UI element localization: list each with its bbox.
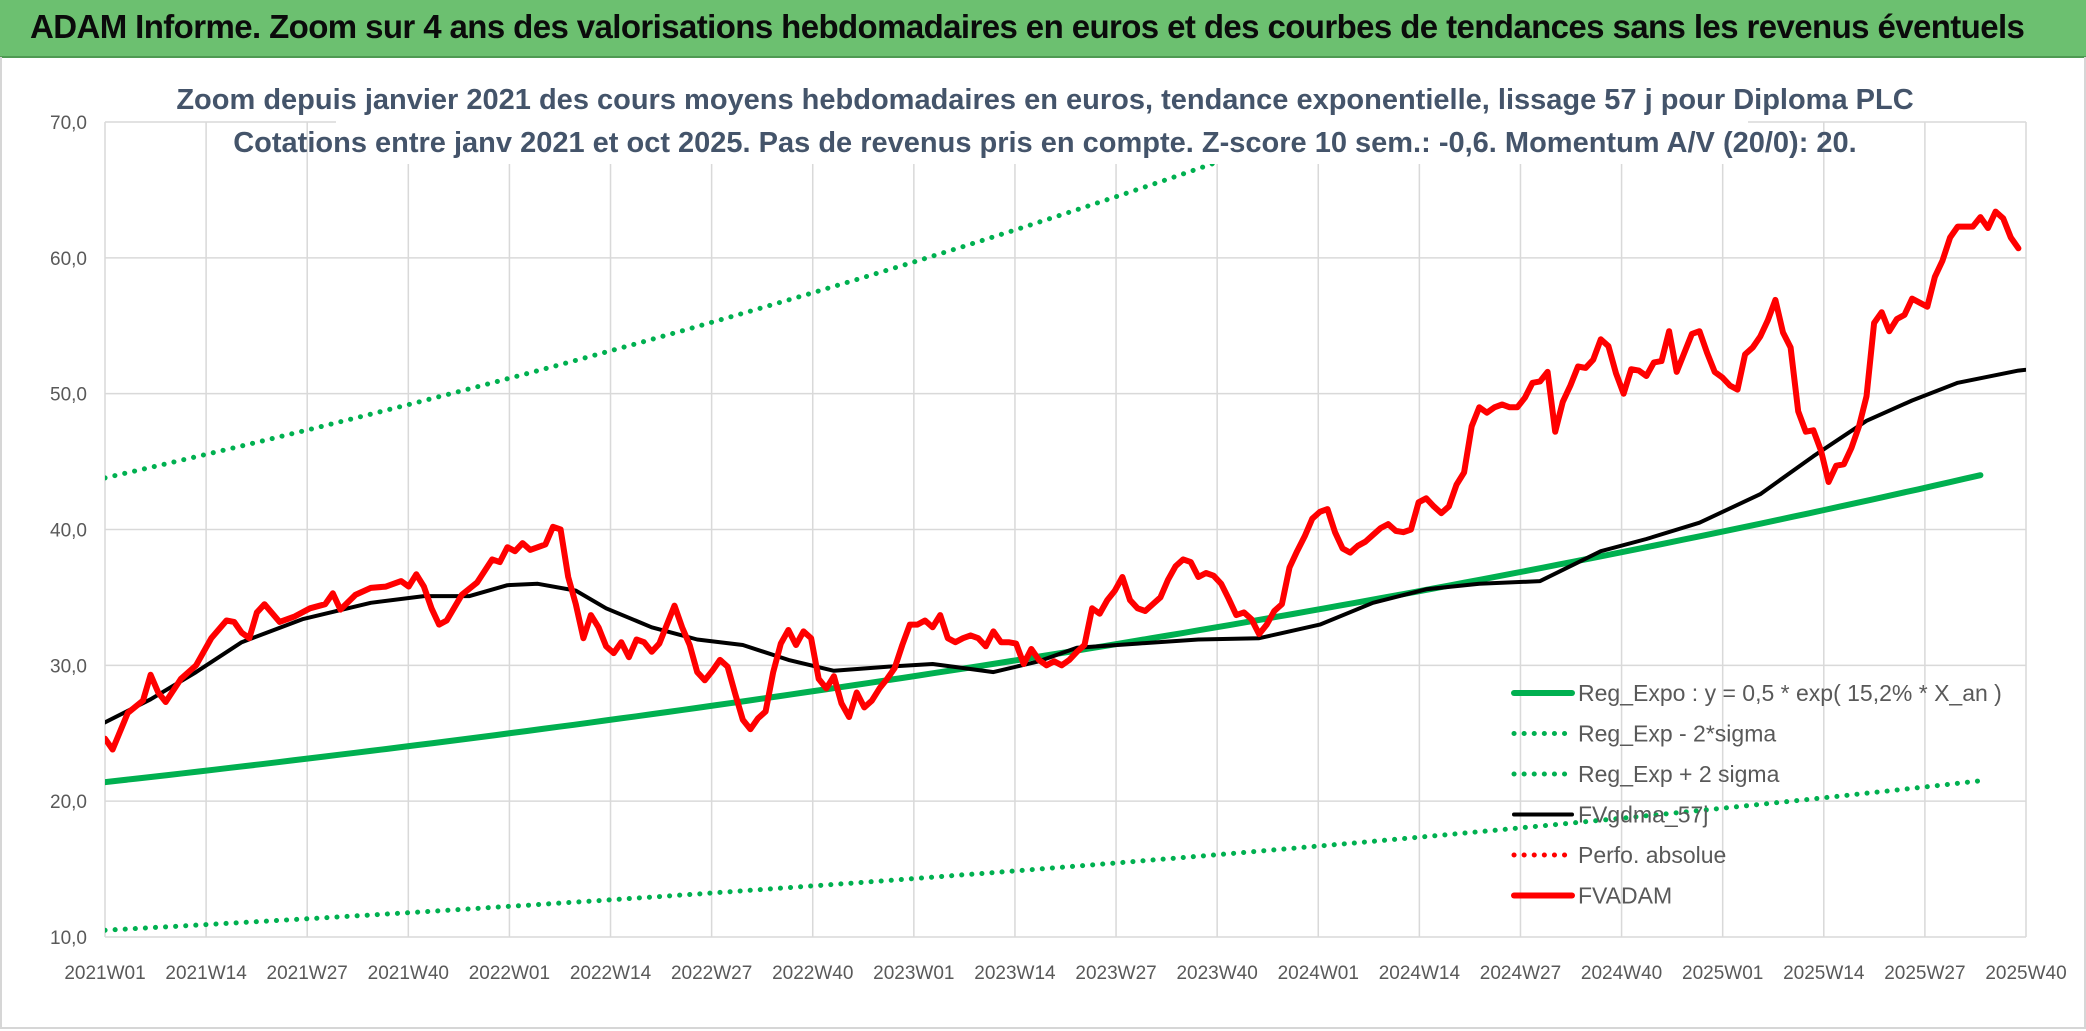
y-tick-label: 50,0 <box>50 385 87 406</box>
legend-label: Reg_Exp - 2*sigma <box>1578 721 1776 747</box>
chart-series <box>105 118 2026 933</box>
x-axis-ticks: 2021W01 2021W14 2021W27 2021W40 2022W01 2022W… <box>64 963 2066 984</box>
series-line-5 <box>105 208 2022 753</box>
series-line-0 <box>105 472 1984 786</box>
x-tick-label: 2022W27 <box>671 963 752 984</box>
x-tick-label: 2021W40 <box>368 963 449 984</box>
y-tick-label: 20,0 <box>50 792 87 813</box>
chart-title: Zoom depuis janvier 2021 des cours moyen… <box>176 84 1913 116</box>
x-tick-label: 2023W14 <box>974 963 1056 984</box>
legend-label: Reg_Expo : y = 0,5 * exp( 15,2% * X_an ) <box>1578 680 2002 706</box>
x-tick-label: 2023W01 <box>873 963 954 984</box>
x-tick-label: 2024W27 <box>1480 963 1561 984</box>
legend-label: FVgdma_57j <box>1578 802 1708 828</box>
x-tick-label: 2021W01 <box>64 963 145 984</box>
x-tick-label: 2022W01 <box>469 963 550 984</box>
y-tick-label: 60,0 <box>50 249 87 270</box>
x-tick-label: 2021W14 <box>165 963 247 984</box>
x-tick-label: 2023W40 <box>1176 963 1257 984</box>
y-tick-label: 10,0 <box>50 928 87 949</box>
x-tick-label: 2024W14 <box>1379 963 1461 984</box>
x-tick-label: 2025W40 <box>1985 963 2066 984</box>
x-tick-label: 2022W40 <box>772 963 853 984</box>
x-tick-label: 2022W14 <box>570 963 652 984</box>
x-tick-label: 2025W27 <box>1884 963 1965 984</box>
chart-frame <box>0 57 2086 1029</box>
y-axis-ticks: 10,0 20,0 30,0 40,0 50,0 60,0 70,0 <box>50 113 87 949</box>
report-title: ADAM Informe. Zoom sur 4 ans des valoris… <box>30 8 2025 45</box>
legend-label: FVADAM <box>1578 883 1672 909</box>
y-tick-label: 40,0 <box>50 521 87 542</box>
series-line-3 <box>105 367 2026 725</box>
y-tick-label: 30,0 <box>50 656 87 677</box>
x-tick-label: 2025W14 <box>1783 963 1865 984</box>
y-tick-label: 70,0 <box>50 113 87 134</box>
x-tick-label: 2024W01 <box>1278 963 1359 984</box>
x-tick-label: 2021W27 <box>267 963 348 984</box>
series-line-1 <box>105 778 1983 933</box>
chart-subtitle: Cotations entre janv 2021 et oct 2025. P… <box>233 127 1857 159</box>
chart-legend: Reg_Expo : y = 0,5 * exp( 15,2% * X_an )… <box>1511 680 2002 909</box>
legend-label: Perfo. absolue <box>1578 842 1726 868</box>
legend-label: Reg_Exp + 2 sigma <box>1578 761 1780 787</box>
x-tick-label: 2023W27 <box>1075 963 1156 984</box>
x-tick-label: 2024W40 <box>1581 963 1662 984</box>
report-banner: ADAM Informe. Zoom sur 4 ans des valoris… <box>0 0 2086 58</box>
series-line-2 <box>105 118 1349 481</box>
subtitle-background <box>336 76 1748 164</box>
x-tick-label: 2025W01 <box>1682 963 1763 984</box>
